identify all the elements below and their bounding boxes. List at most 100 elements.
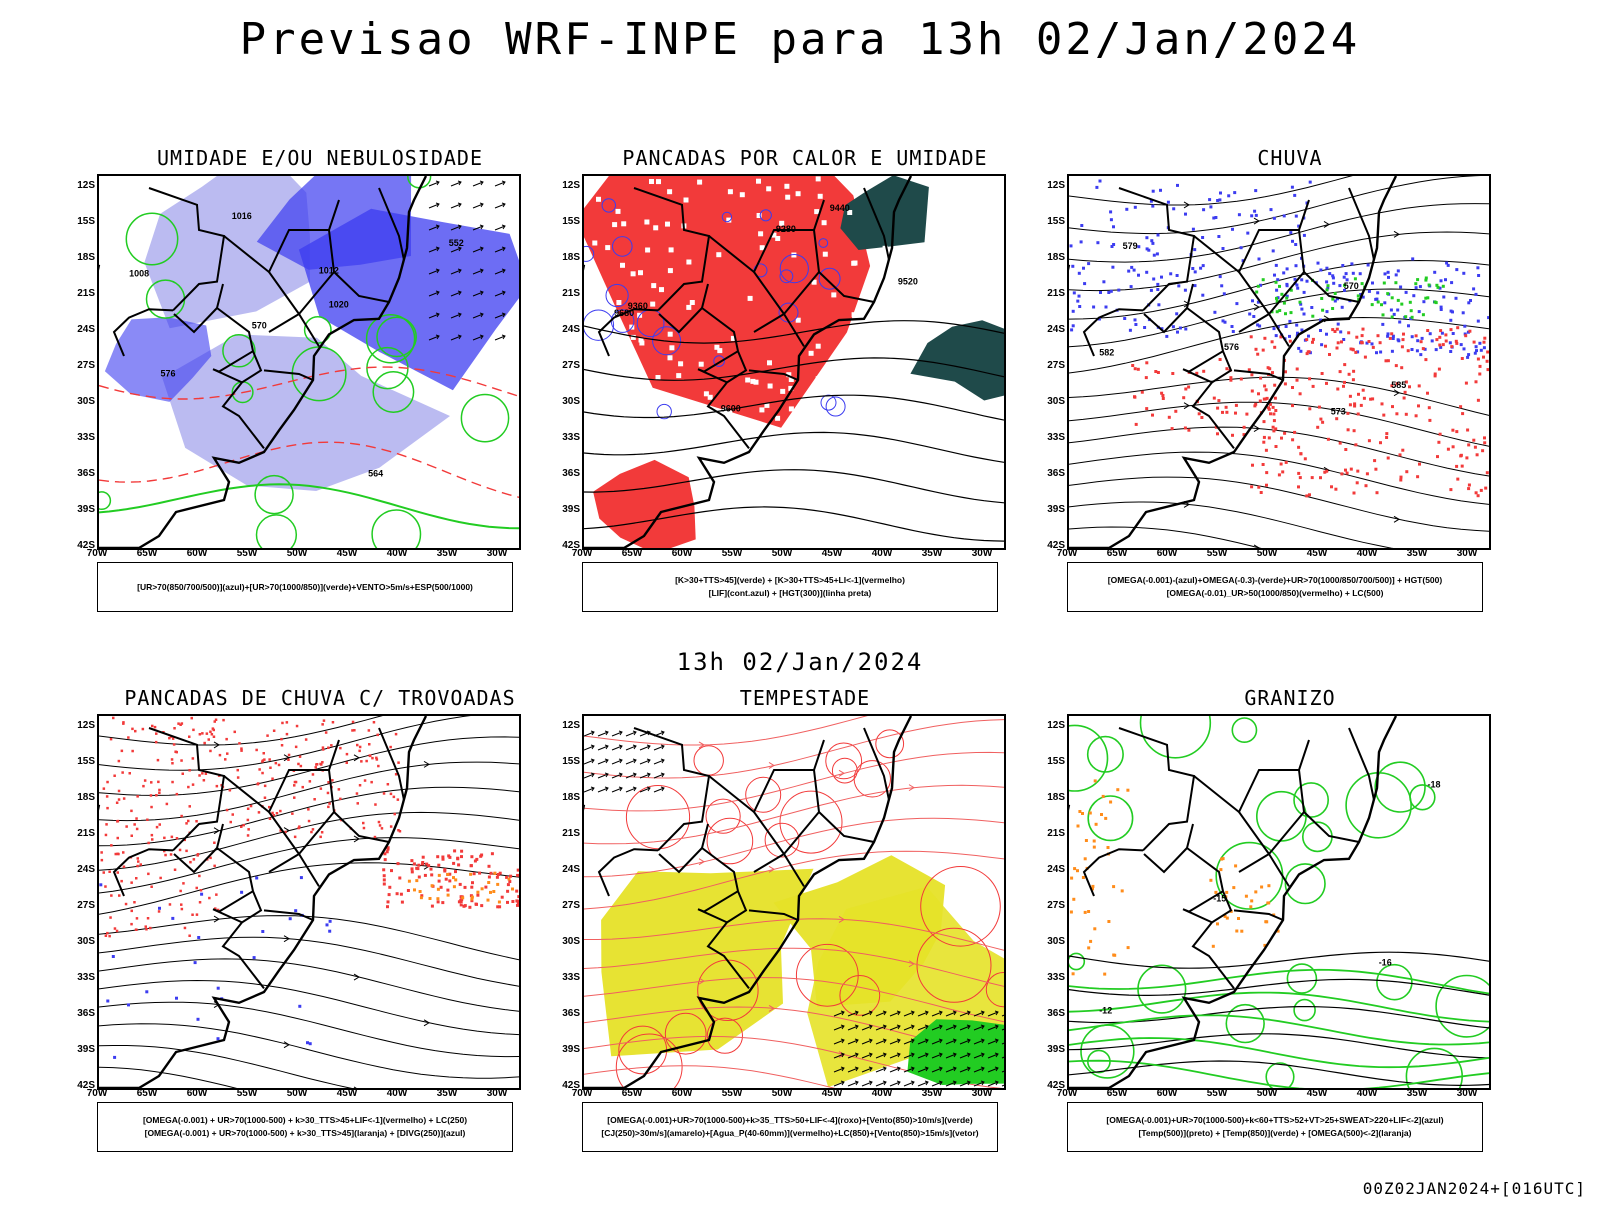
streamline (1069, 501, 1394, 548)
rain-area-red (1257, 485, 1261, 489)
thunderstorm-area-red (506, 883, 510, 887)
rain-area-blue (1150, 239, 1154, 243)
rain-area-blue (1466, 355, 1470, 359)
cloud-gap (771, 232, 777, 238)
longitude-label: 55W (236, 548, 258, 559)
wind-vector (987, 1080, 999, 1087)
wind-vector (973, 1038, 985, 1045)
wind-vector (625, 772, 637, 779)
longitude-label: 50W (286, 1088, 308, 1099)
thunderstorm-area-red (110, 894, 113, 897)
streamline-arrow (353, 835, 360, 843)
thunderstorm-area-orange (487, 881, 491, 884)
country-border (863, 727, 890, 801)
rain-area-red (1245, 412, 1249, 416)
rain-area-blue (1271, 249, 1275, 253)
wind-vector (973, 1010, 985, 1017)
rain-area-blue (1383, 301, 1387, 305)
rain-area-red (1274, 427, 1278, 431)
latitude-label: 36S (77, 468, 95, 479)
rain-area-blue (1291, 239, 1294, 243)
thunderstorm-area-red (275, 812, 279, 815)
rain-area-blue (1071, 324, 1075, 328)
thunderstorm-area-red (293, 796, 296, 799)
rain-area-green (1275, 299, 1279, 303)
rain-area-blue (1098, 179, 1102, 183)
thunderstorm-area-orange (469, 872, 473, 876)
rain-area-red (1486, 350, 1489, 354)
rain-area-blue (1326, 286, 1330, 290)
wind-vector (494, 180, 506, 187)
thunderstorm-area-red (398, 876, 402, 880)
rain-area-blue (1439, 279, 1443, 283)
wind-vector (494, 246, 506, 253)
wind-vector (861, 1038, 873, 1045)
thunderstorm-area-orange (446, 872, 450, 876)
rain-area-red (1367, 439, 1371, 443)
rain-area-red (1357, 392, 1360, 396)
precipitable-water-contour (745, 776, 782, 813)
wind-vector (987, 1010, 999, 1017)
map-svg (584, 716, 1004, 1088)
longitude-label: 50W (1256, 1088, 1278, 1099)
rain-area-blue (1175, 274, 1179, 277)
rain-area-blue (1448, 341, 1452, 345)
wind-vector (833, 1066, 845, 1073)
rain-area-green (1331, 307, 1335, 310)
thickness-contour (99, 366, 519, 400)
rain-area-blue (1172, 207, 1176, 211)
thunderstorm-area-red (169, 853, 173, 856)
thunderstorm-area-red (487, 875, 491, 879)
rain-area-blue (1342, 338, 1346, 341)
thunderstorm-area-red (225, 737, 228, 741)
cloud-gap (814, 209, 820, 215)
latitude-label: 12S (562, 720, 580, 731)
latitude-label: 30S (77, 396, 95, 407)
rain-area-blue (1446, 263, 1450, 267)
thunderstorm-area-red (104, 885, 107, 888)
rain-area-blue (1072, 291, 1076, 295)
rain-area-red (1336, 387, 1340, 391)
latitude-label: 27S (1047, 900, 1065, 911)
rain-area-blue (1191, 267, 1195, 270)
thunderstorm-area-red (396, 862, 400, 866)
thunderstorm-area-red (459, 903, 463, 907)
rain-area-red (1459, 454, 1463, 458)
rain-area-red (1336, 341, 1340, 345)
cloud-gap (726, 217, 732, 223)
thunderstorm-area-red (131, 749, 134, 753)
thunderstorm-area-red (212, 735, 216, 738)
wind-vector (959, 1038, 971, 1045)
thunderstorm-area-red (210, 733, 214, 736)
humidity-mid-area (104, 317, 212, 402)
cloud-gap (815, 376, 821, 382)
cloud-gap (788, 377, 794, 382)
thunderstorm-area-red (360, 760, 363, 763)
thunderstorm-area-red (233, 730, 236, 734)
thunderstorm-area-red (150, 781, 153, 784)
rain-area-blue (1396, 269, 1400, 273)
rain-area-red (1367, 340, 1371, 343)
thunderstorm-area-red (376, 733, 379, 737)
rain-area-red (1464, 381, 1468, 385)
thunderstorm-area-red (135, 877, 138, 880)
thunderstorm-area-orange (470, 897, 474, 901)
rain-area-blue (1241, 259, 1245, 263)
rain-area-blue (1414, 286, 1418, 290)
rain-area-red (1184, 387, 1188, 391)
rain-area-blue (1254, 213, 1258, 217)
rain-area-blue (1256, 323, 1260, 327)
cloud-gap (644, 219, 650, 225)
country-border (1238, 312, 1290, 347)
thunderstorm-area-red (180, 903, 183, 906)
country-border (658, 307, 703, 334)
latitude-label: 21S (1047, 828, 1065, 839)
latitude-label: 15S (77, 756, 95, 767)
rain-area-blue (1096, 241, 1100, 245)
rain-area-green (1382, 281, 1386, 285)
wind-vector (847, 1080, 859, 1087)
thunderstorm-area-red (447, 854, 451, 858)
rain-area-blue (1366, 263, 1370, 267)
rain-area-blue (1294, 264, 1298, 268)
